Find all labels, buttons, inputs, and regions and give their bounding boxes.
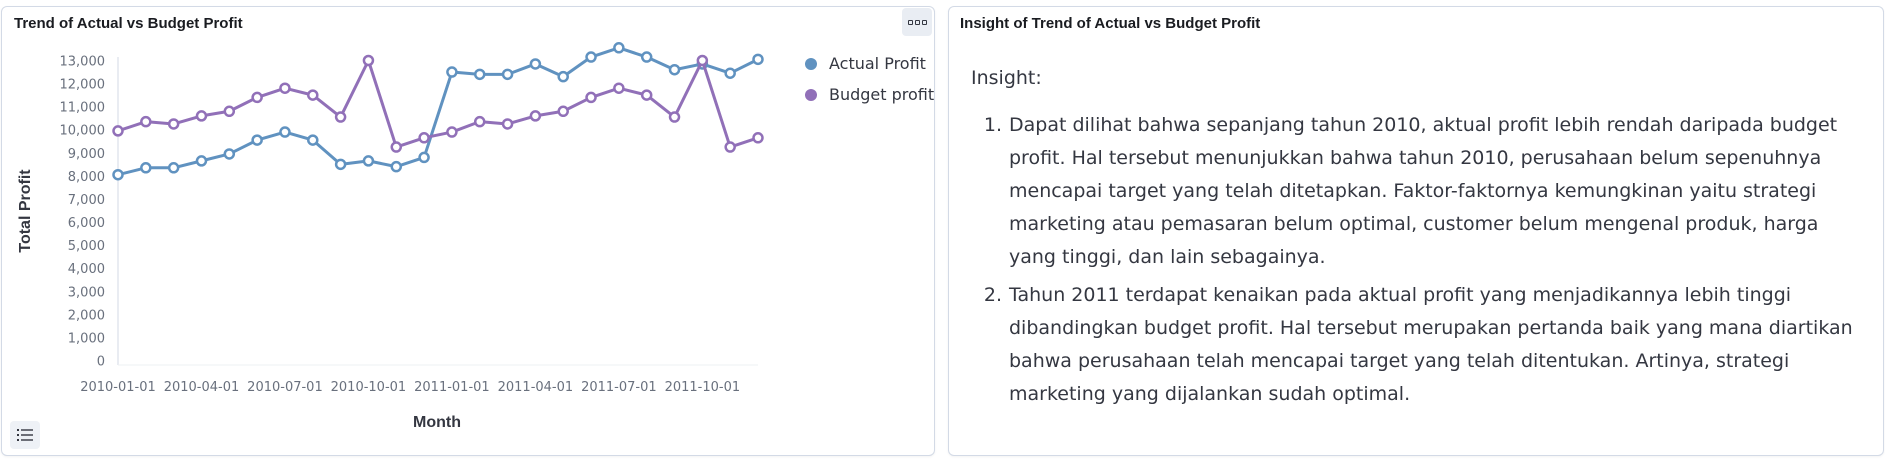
y-tick-label: 10,000 (60, 124, 106, 139)
insight-heading: Insight: (971, 67, 1042, 89)
data-point (585, 91, 597, 104)
data-point (724, 141, 736, 153)
data-point (251, 134, 263, 146)
series-line (117, 46, 759, 177)
data-point (418, 132, 430, 144)
y-tick-label: 5,000 (68, 239, 105, 254)
data-point (752, 132, 764, 144)
list-item-number: 2. (983, 284, 1002, 306)
list-item-text: Tahun 2011 terdapat kenaikan pada aktual… (1009, 284, 1853, 405)
y-tick-label: 1,000 (68, 331, 105, 346)
data-point (752, 53, 764, 66)
line-chart: 0 1,000 2,000 3,000 4,000 5,000 6,000 7,000 8,00… (17, 42, 934, 431)
panel-options-icon (914, 19, 920, 25)
data-point (668, 63, 681, 76)
x-tick-label: 2011-10-01 (665, 380, 741, 395)
list-item-number: 1. (983, 114, 1002, 136)
y-tick-label: 12,000 (60, 78, 106, 93)
y-tick-label: 11,000 (60, 101, 106, 116)
legend-marker (805, 58, 817, 70)
data-point (167, 118, 180, 130)
x-tick-label: 2010-01-01 (80, 380, 156, 395)
chart-panel-title: Trend of Actual vs Budget Profit (14, 15, 243, 32)
data-point (529, 58, 542, 70)
data-point (251, 91, 263, 104)
data-point (167, 162, 180, 174)
x-tick-label: 2011-04-01 (498, 380, 574, 395)
data-point (112, 168, 124, 181)
data-point (334, 158, 347, 171)
data-point (613, 42, 625, 54)
panel-options-icon (907, 19, 913, 25)
x-tick-label: 2010-07-01 (247, 380, 323, 395)
data-point (140, 162, 152, 174)
data-point (473, 115, 486, 128)
x-tick-label: 2010-04-01 (164, 380, 240, 395)
data-point (195, 110, 208, 122)
data-point (418, 151, 430, 164)
y-tick-label: 7,000 (68, 193, 105, 208)
data-point (446, 66, 458, 78)
y-tick-label: 6,000 (68, 216, 105, 231)
data-point (724, 67, 736, 79)
panel-options-button[interactable] (902, 8, 932, 36)
insight-body: Insight: 1. Dapat dilihat bahwa sepanjan… (971, 67, 1861, 416)
chart-panel: Trend of Actual vs Budget Profit 0 1,000 2… (1, 6, 935, 456)
y-tick-label: 0 (97, 355, 105, 370)
series-line (117, 59, 759, 149)
data-point (557, 105, 569, 118)
data-point (640, 51, 653, 63)
x-axis-title: Month (413, 414, 461, 431)
insight-panel: Insight of Trend of Actual vs Budget Pro… (948, 6, 1884, 456)
y-tick-label: 9,000 (68, 147, 105, 162)
legend-marker (805, 89, 817, 101)
data-point (307, 134, 319, 146)
y-tick-label: 4,000 (68, 262, 105, 277)
data-point (279, 126, 291, 138)
data-point (112, 125, 124, 137)
data-point (279, 82, 291, 94)
data-point (307, 89, 319, 101)
data-point (362, 155, 375, 167)
data-point (362, 54, 375, 67)
legend-toggle-button[interactable] (10, 421, 40, 449)
list-item: 1. Dapat dilihat bahwa sepanjang tahun 2… (971, 109, 1861, 274)
data-point (390, 141, 403, 153)
data-point (334, 111, 347, 123)
legend-item: Actual Profit (829, 54, 926, 73)
data-point (195, 155, 208, 167)
data-point (640, 89, 653, 101)
insight-list: 1. Dapat dilihat bahwa sepanjang tahun 2… (971, 109, 1861, 411)
data-point (446, 126, 458, 138)
legend-item: Budget profit (829, 85, 934, 104)
list-item: 2. Tahun 2011 terdapat kenaikan pada akt… (971, 279, 1861, 411)
data-point (501, 118, 514, 130)
data-point (390, 160, 403, 173)
x-tick-label: 2010-10-01 (331, 380, 407, 395)
y-tick-label: 8,000 (68, 170, 105, 185)
data-point (140, 115, 152, 128)
data-point (557, 70, 569, 83)
data-point (529, 110, 542, 122)
y-tick-label: 3,000 (68, 285, 105, 300)
x-tick-label: 2011-01-01 (414, 380, 490, 395)
data-point (223, 105, 236, 118)
data-point (696, 54, 709, 67)
data-point (473, 68, 486, 81)
y-tick-label: 2,000 (68, 308, 105, 323)
y-tick-label: 13,000 (60, 55, 106, 70)
data-point (668, 111, 681, 123)
data-point (613, 82, 625, 94)
data-point (501, 68, 514, 81)
panel-options-icon (921, 19, 927, 25)
y-axis-title: Total Profit (17, 169, 34, 253)
x-tick-label: 2011-07-01 (581, 380, 657, 395)
list-item-text: Dapat dilihat bahwa sepanjang tahun 2010… (1009, 114, 1838, 268)
data-point (585, 51, 597, 63)
list-icon (17, 429, 33, 441)
data-point (223, 148, 236, 160)
insight-panel-title: Insight of Trend of Actual vs Budget Pro… (960, 15, 1261, 32)
